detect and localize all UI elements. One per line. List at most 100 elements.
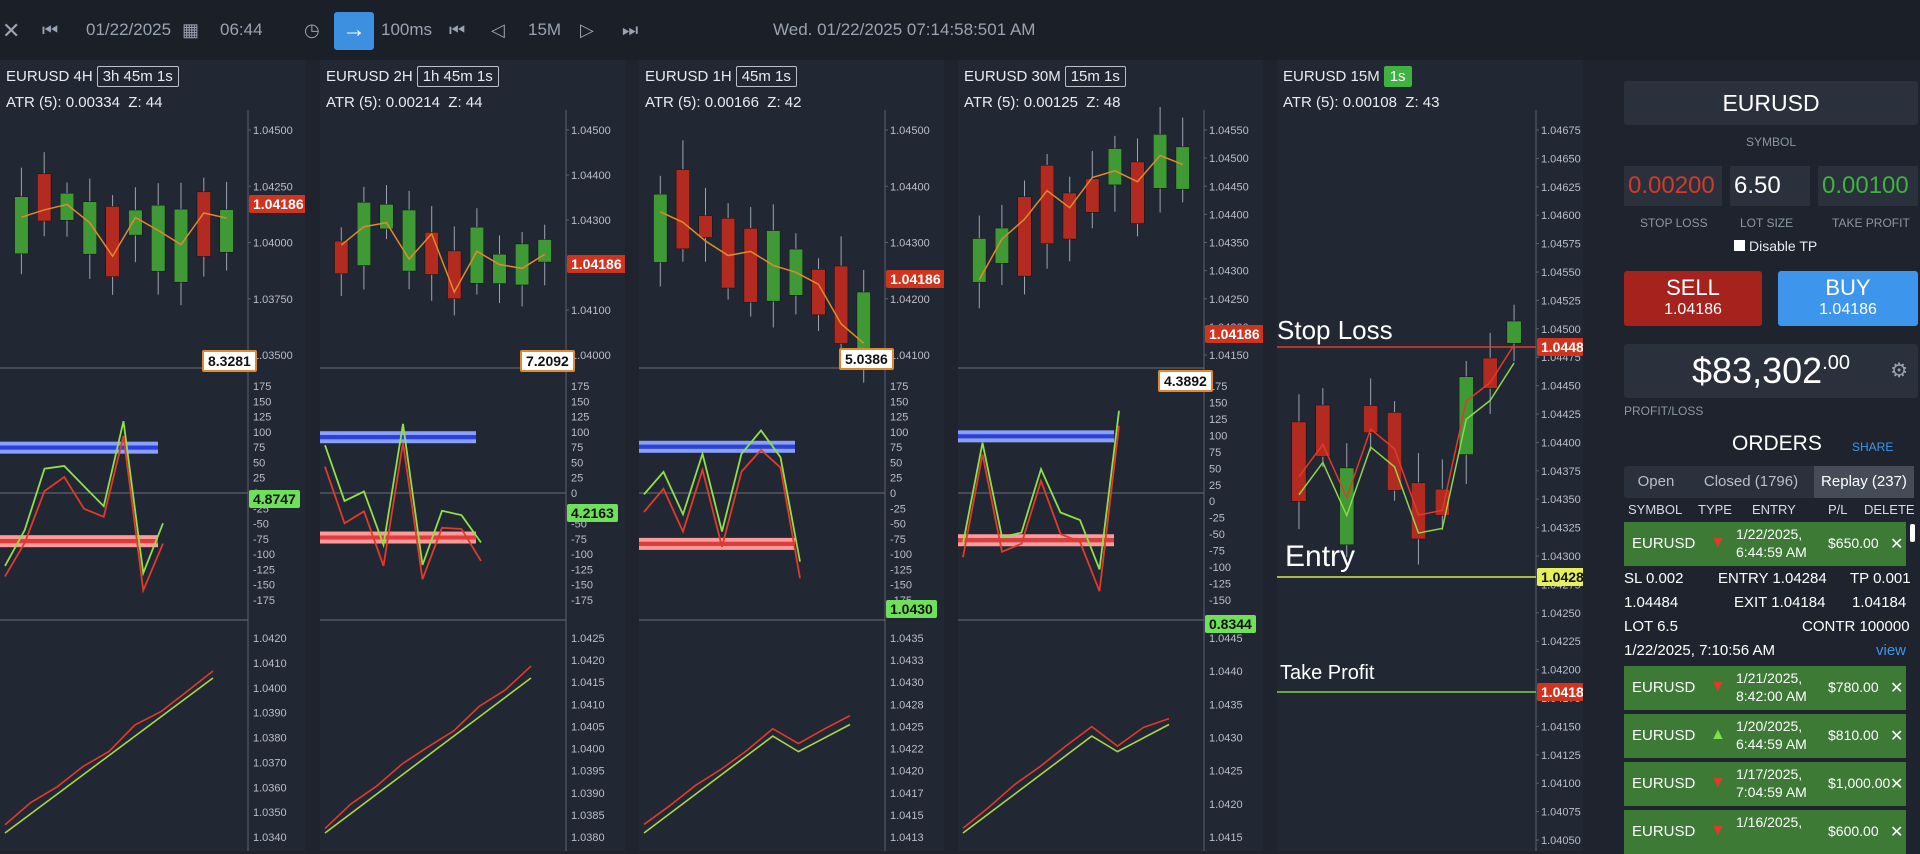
price-tick: 1.04150 — [1541, 721, 1581, 733]
lower-tick: 1.0370 — [253, 757, 287, 769]
price-tick: 1.04375 — [1541, 466, 1581, 478]
osc-tick: -150 — [1209, 595, 1231, 607]
arrow-down-icon: ▼ — [1710, 822, 1726, 839]
order-row[interactable]: EURUSD ▼ 1/21/2025, 8:42:00 AM $780.00 ✕ — [1624, 666, 1906, 710]
clock-icon[interactable]: ◷ — [304, 20, 320, 40]
lower-tick: 1.0385 — [571, 810, 605, 822]
price-tick: 1.04250 — [1541, 608, 1581, 620]
osc-tick: 25 — [253, 473, 265, 485]
candle — [14, 196, 29, 255]
buy-button[interactable]: BUY 1.04186 — [1778, 271, 1918, 326]
orders-scrollbar[interactable] — [1910, 524, 1915, 542]
chart-panel-4[interactable]: 1.04550 1.04500 1.04450 1.04400 1.04350 1.043… — [958, 60, 1263, 851]
price-tick: 1.04225 — [1541, 636, 1581, 648]
osc-tick: -175 — [571, 595, 593, 607]
replay-date[interactable]: 01/22/2025 — [86, 20, 172, 39]
symbol-select[interactable]: EURUSD — [1624, 81, 1918, 125]
osc-tick: 25 — [1209, 480, 1221, 492]
order-pl: $810.00 — [1828, 727, 1879, 743]
chart-panel-2[interactable]: 1.04500 1.04400 1.04300 1.0420 0 1.04100 1.040… — [320, 60, 625, 851]
gear-icon[interactable]: ⚙ — [1890, 360, 1908, 382]
delete-icon[interactable]: ✕ — [1890, 680, 1904, 697]
overbought-band — [320, 435, 476, 440]
checkbox-icon[interactable] — [1734, 240, 1745, 251]
replay-time[interactable]: 06:44 — [220, 20, 263, 39]
osc-tick: -50 — [890, 519, 906, 531]
skip-start-icon[interactable]: ⏮ — [42, 20, 59, 40]
lot-size-label: LOT SIZE — [1740, 216, 1794, 230]
lower-tick: 1.0417 — [890, 788, 924, 800]
delete-icon[interactable]: ✕ — [1890, 824, 1904, 841]
candle — [151, 204, 166, 272]
bar-timer: 1h 45m 1s — [416, 66, 499, 87]
step-start-icon[interactable]: ⏮ — [449, 20, 466, 40]
candle — [721, 217, 736, 289]
osc-tick: -100 — [1209, 562, 1231, 574]
disable-tp-label: Disable TP — [1749, 238, 1818, 254]
lower-tick: 1.0420 — [571, 655, 605, 667]
candle — [1363, 405, 1379, 433]
price-tick: 1.04550 — [1541, 267, 1581, 279]
tab-open[interactable]: Open — [1637, 473, 1675, 490]
price-tick: 1.04100 — [890, 350, 930, 362]
tab-replay[interactable]: Replay (237) — [1814, 466, 1914, 498]
price-tick: 1.04675 — [1541, 125, 1581, 137]
lower-tick: 1.0433 — [890, 655, 924, 667]
play-forward-button[interactable]: → — [334, 12, 374, 50]
step-end-icon[interactable]: ⏭ — [622, 20, 639, 40]
price-tick: 1.04550 — [1209, 125, 1249, 137]
z-score-tag: 8.3281 — [202, 350, 257, 372]
panel-title: EURUSD 15M 1s — [1283, 66, 1412, 87]
delete-icon[interactable]: ✕ — [1890, 536, 1904, 553]
order-time: 8:42:00 AM — [1736, 688, 1807, 704]
order-row[interactable]: EURUSD ▼ 1/17/2025, 7:04:59 AM $1,000.00 ✕ — [1624, 762, 1906, 806]
lower-tick: 1.0415 — [571, 677, 605, 689]
orders-title: ORDERS — [1732, 432, 1822, 455]
chart-panel-3[interactable]: 1.04500 1.04400 1.04300 1.04200 1.04100 175 15… — [639, 60, 944, 851]
step-forward-icon[interactable]: ▷ — [580, 20, 594, 40]
lower-tick: 1.0425 — [890, 721, 924, 733]
candle — [834, 265, 849, 344]
disable-tp-checkbox[interactable]: Disable TP — [1734, 238, 1817, 254]
bar-timer: 15m 1s — [1064, 66, 1126, 87]
arrow-up-icon: ▲ — [1710, 726, 1726, 743]
price-tick: 1.04075 — [1541, 807, 1581, 819]
chart-canvas[interactable]: 1.04675 1.04650 1.04625 1.04600 1.04575 1.045… — [1277, 60, 1583, 851]
osc-tick: 50 — [571, 457, 583, 469]
tab-closed[interactable]: Closed (1796) — [1703, 473, 1799, 490]
calendar-icon[interactable]: ▦ — [182, 20, 200, 40]
candle — [811, 269, 826, 316]
delete-icon[interactable]: ✕ — [1890, 776, 1904, 793]
chart-canvas[interactable]: 1.045001.044001.043001.042001.0410017515… — [639, 60, 944, 851]
order-time: 7:04:59 AM — [1736, 784, 1807, 800]
take-profit-tag: 1.04186 — [1537, 683, 1583, 701]
chart-canvas[interactable]: 1.04500 1.04250 1.04000 1.03750 1.03500 175 15… — [0, 60, 305, 851]
take-profit-input[interactable]: 0.00100 — [1818, 166, 1918, 206]
stop-loss-input[interactable]: 0.00200 — [1624, 166, 1722, 206]
candle — [492, 253, 507, 284]
order-pl: $650.00 — [1828, 535, 1879, 551]
lower-tick: 1.0425 — [571, 633, 605, 645]
lot-size-input[interactable]: 6.50 — [1730, 166, 1810, 206]
order-row[interactable]: EURUSD ▼ 1/22/2025, 6:44:59 AM $650.00 ✕ — [1624, 522, 1906, 566]
chart-canvas[interactable]: 1.04500 1.04400 1.04300 1.0420 0 1.04100 1.040… — [320, 60, 625, 851]
speed-select[interactable]: 100ms — [381, 20, 433, 39]
candle — [1387, 412, 1402, 491]
share-link[interactable]: SHARE — [1852, 440, 1894, 454]
z-value: Z: 44 — [128, 94, 163, 111]
chart-canvas[interactable]: 1.045501.045001.044501.044001.043501.043… — [958, 60, 1263, 851]
delete-icon[interactable]: ✕ — [1890, 728, 1904, 745]
order-row[interactable]: EURUSD ▲ 1/20/2025, 6:44:59 AM $810.00 ✕ — [1624, 714, 1906, 758]
sell-button[interactable]: SELL 1.04186 — [1624, 271, 1762, 326]
panel-title: EURUSD 2H 1h 45m 1s — [326, 66, 499, 87]
candle — [537, 239, 552, 263]
osc-tick: 0 — [890, 488, 896, 500]
close-icon[interactable]: ✕ — [2, 18, 21, 43]
orders-tabs: Open Closed (1796) Replay (237) — [1624, 466, 1914, 498]
order-row[interactable]: EURUSD ▼ 1/16/2025, $600.00 ✕ — [1624, 810, 1906, 854]
interval-select[interactable]: 15M — [528, 20, 562, 39]
chart-panel-5[interactable]: 1.04675 1.04650 1.04625 1.04600 1.04575 1.045… — [1277, 60, 1583, 851]
step-back-icon[interactable]: ◁ — [491, 20, 505, 40]
detail-view-link[interactable]: view — [1876, 642, 1907, 659]
chart-panel-1[interactable]: 1.04500 1.04250 1.04000 1.03750 1.03500 175 15… — [0, 60, 305, 851]
